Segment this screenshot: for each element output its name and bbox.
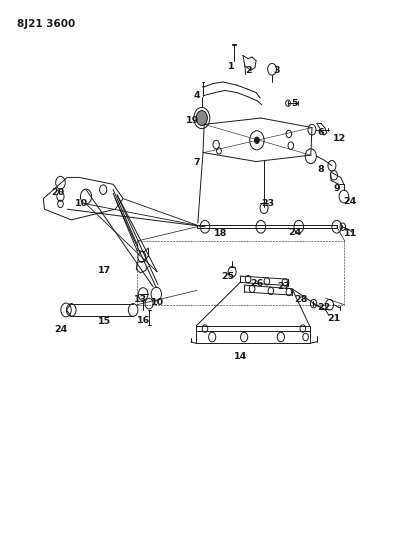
Text: 7: 7 bbox=[193, 158, 200, 166]
Text: 23: 23 bbox=[261, 199, 274, 208]
Text: 10: 10 bbox=[75, 199, 87, 208]
Text: 8J21 3600: 8J21 3600 bbox=[17, 19, 75, 29]
Text: 13: 13 bbox=[134, 295, 146, 304]
Text: 15: 15 bbox=[97, 317, 111, 326]
Text: 24: 24 bbox=[288, 228, 301, 237]
Text: 6: 6 bbox=[317, 128, 323, 138]
Text: 2: 2 bbox=[245, 66, 251, 75]
Text: 4: 4 bbox=[193, 91, 200, 100]
Text: 10: 10 bbox=[150, 298, 163, 307]
Text: 22: 22 bbox=[316, 303, 330, 312]
Text: 20: 20 bbox=[51, 188, 65, 197]
Text: 24: 24 bbox=[342, 197, 355, 206]
Text: 17: 17 bbox=[97, 266, 111, 275]
Text: 12: 12 bbox=[332, 134, 346, 143]
Text: 24: 24 bbox=[54, 325, 67, 334]
Text: 21: 21 bbox=[326, 314, 339, 323]
Text: 25: 25 bbox=[221, 271, 234, 280]
Text: 26: 26 bbox=[250, 279, 263, 288]
Text: 9: 9 bbox=[332, 183, 339, 192]
Text: 3: 3 bbox=[273, 66, 279, 75]
Text: 16: 16 bbox=[136, 316, 149, 325]
Text: 1: 1 bbox=[227, 62, 234, 70]
Circle shape bbox=[254, 137, 259, 143]
Text: 27: 27 bbox=[277, 282, 290, 291]
Text: 28: 28 bbox=[294, 295, 307, 304]
Text: 8: 8 bbox=[317, 166, 323, 174]
Text: 5: 5 bbox=[291, 99, 297, 108]
Circle shape bbox=[196, 111, 207, 125]
Text: 19: 19 bbox=[185, 116, 198, 125]
Text: 18: 18 bbox=[213, 229, 226, 238]
Text: 11: 11 bbox=[343, 229, 356, 238]
Text: 14: 14 bbox=[234, 352, 247, 361]
